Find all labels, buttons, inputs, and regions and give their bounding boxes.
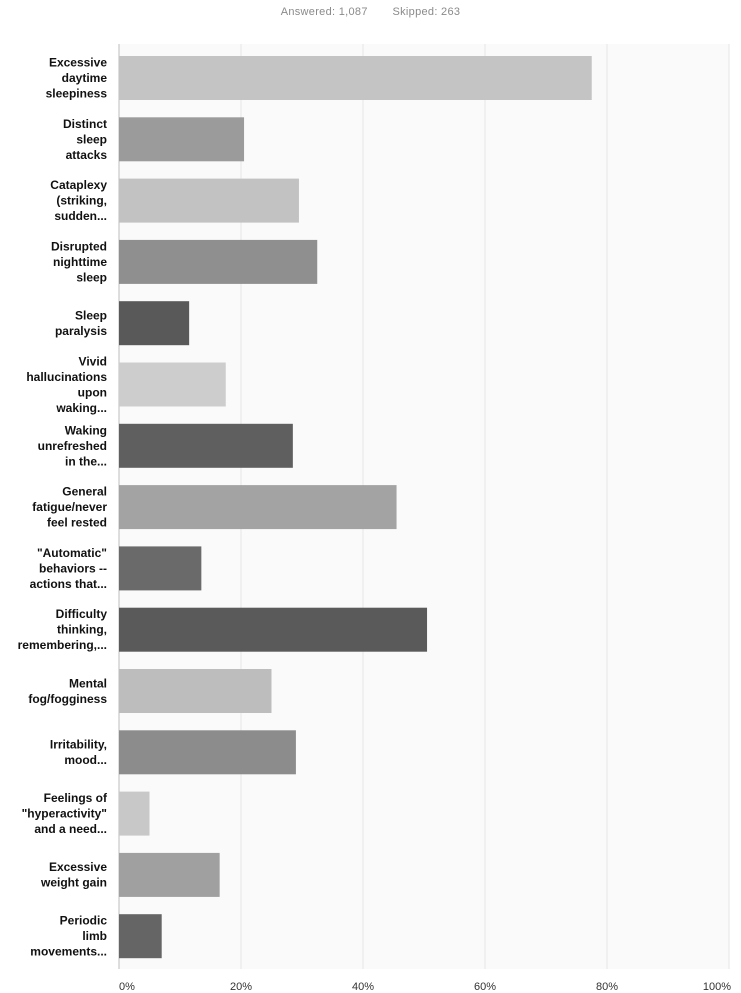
category-label: Mental fog/fogginess [28, 676, 107, 706]
bar [119, 791, 150, 836]
category-label: Excessive weight gain [40, 860, 107, 890]
category-label: Disrupted nighttime sleep [51, 239, 107, 284]
category-label: Sleep paralysis [55, 308, 107, 338]
response-summary: Answered: 1,087 Skipped: 263 [0, 6, 741, 18]
category-labels: Excessive daytime sleepiness Distinct sleep a… [18, 56, 108, 959]
bars [119, 56, 592, 959]
x-tick-label: 60% [474, 981, 496, 993]
bar [119, 607, 428, 652]
x-axis-tick-labels: 0% 20% 40% 60% 80% 100% [119, 981, 731, 993]
category-label: "Automatic" behaviors --actions that... [30, 546, 107, 591]
answered-count: 1,087 [338, 6, 368, 18]
bar [119, 852, 220, 897]
bar [119, 730, 296, 775]
category-label: Feelings of "hyperactivity" and a need... [22, 791, 108, 836]
category-label: Distinct sleep attacks [63, 117, 107, 162]
category-label: General fatigue/never feel rested [32, 485, 107, 530]
category-label: Cataplexy (striking, sudden... [50, 178, 107, 223]
answered-label: Answered: [280, 6, 336, 18]
category-label: Vivid hallucinations upon waking... [26, 354, 107, 415]
category-label: Periodic limb movements... [30, 914, 107, 959]
category-label: Difficulty thinking, remembering,... [18, 607, 108, 652]
bar [119, 546, 202, 591]
category-label: Irritability, mood... [50, 738, 107, 768]
x-tick-label: 100% [703, 981, 731, 993]
bar [119, 178, 299, 223]
category-label: Waking unrefreshed in the... [38, 423, 107, 468]
bar [119, 117, 245, 162]
x-tick-label: 40% [352, 981, 374, 993]
bar [119, 56, 592, 100]
category-label: Excessive daytime sleepiness [46, 56, 108, 101]
bar [119, 301, 190, 346]
skipped-label: Skipped: [392, 6, 438, 18]
bar [119, 669, 272, 713]
bar [119, 362, 226, 407]
x-tick-label: 80% [596, 981, 618, 993]
bar [119, 485, 397, 530]
bar [119, 423, 293, 468]
bar [119, 239, 318, 284]
x-tick-label: 20% [230, 981, 252, 993]
x-tick-label: 0% [119, 981, 135, 993]
bar [119, 914, 162, 959]
skipped-count: 263 [441, 6, 461, 18]
